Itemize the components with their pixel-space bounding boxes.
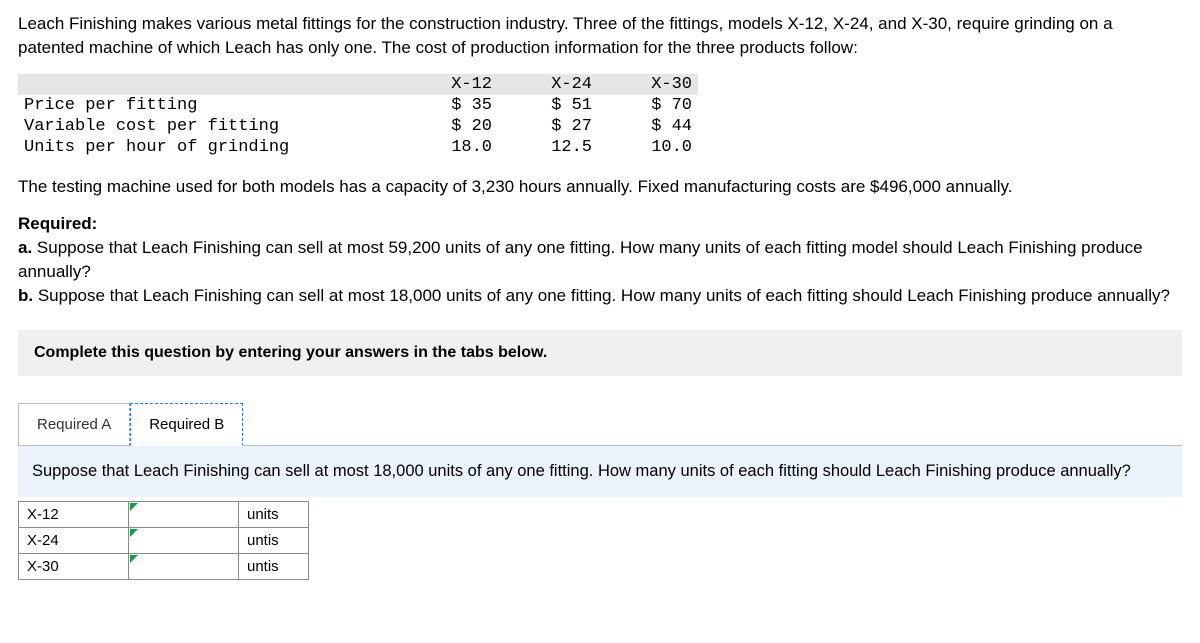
req-a-text: Suppose that Leach Finishing can sell at…: [18, 238, 1143, 281]
answer-input-x12[interactable]: [129, 502, 238, 527]
required-title: Required:: [18, 212, 1182, 236]
cell: $ 20: [398, 116, 498, 137]
col-header: X-24: [498, 74, 598, 95]
capacity-text: The testing machine used for both models…: [18, 175, 1182, 199]
answer-name: X-24: [19, 527, 129, 553]
col-header: X-30: [598, 74, 698, 95]
answer-unit: untis: [239, 527, 309, 553]
edit-marker-icon: [130, 529, 138, 537]
row-label: Units per hour of grinding: [18, 137, 398, 158]
required-block: Required: a. Suppose that Leach Finishin…: [18, 212, 1182, 307]
answer-unit: units: [239, 501, 309, 527]
instruction-bar: Complete this question by entering your …: [18, 330, 1182, 376]
answers-table: X-12 units X-24 untis X-30 untis: [18, 501, 309, 580]
col-header: X-12: [398, 74, 498, 95]
intro-text: Leach Finishing makes various metal fitt…: [18, 12, 1182, 60]
answer-name: X-12: [19, 501, 129, 527]
cell: $ 44: [598, 116, 698, 137]
req-b-text: Suppose that Leach Finishing can sell at…: [33, 286, 1170, 305]
answer-name: X-30: [19, 553, 129, 579]
cell: $ 35: [398, 95, 498, 116]
row-label: Price per fitting: [18, 95, 398, 116]
cell: $ 70: [598, 95, 698, 116]
tab-required-b[interactable]: Required B: [130, 403, 243, 446]
answer-row: X-30 untis: [19, 553, 309, 579]
req-a-prefix: a.: [18, 238, 32, 257]
tab-required-a[interactable]: Required A: [18, 403, 130, 446]
cell: 12.5: [498, 137, 598, 158]
answer-row: X-12 units: [19, 501, 309, 527]
edit-marker-icon: [130, 555, 138, 563]
cell: $ 27: [498, 116, 598, 137]
row-label: Variable cost per fitting: [18, 116, 398, 137]
cell: $ 51: [498, 95, 598, 116]
tabs: Required A Required B: [18, 402, 1182, 445]
answer-unit: untis: [239, 553, 309, 579]
req-b-prefix: b.: [18, 286, 33, 305]
answer-row: X-24 untis: [19, 527, 309, 553]
edit-marker-icon: [130, 503, 138, 511]
cell: 18.0: [398, 137, 498, 158]
answer-input-x24[interactable]: [129, 528, 238, 553]
cell: 10.0: [598, 137, 698, 158]
answer-input-x30[interactable]: [129, 554, 238, 579]
active-question: Suppose that Leach Finishing can sell at…: [18, 445, 1182, 497]
cost-table: X-12 X-24 X-30 Price per fitting $ 35 $ …: [18, 74, 698, 159]
